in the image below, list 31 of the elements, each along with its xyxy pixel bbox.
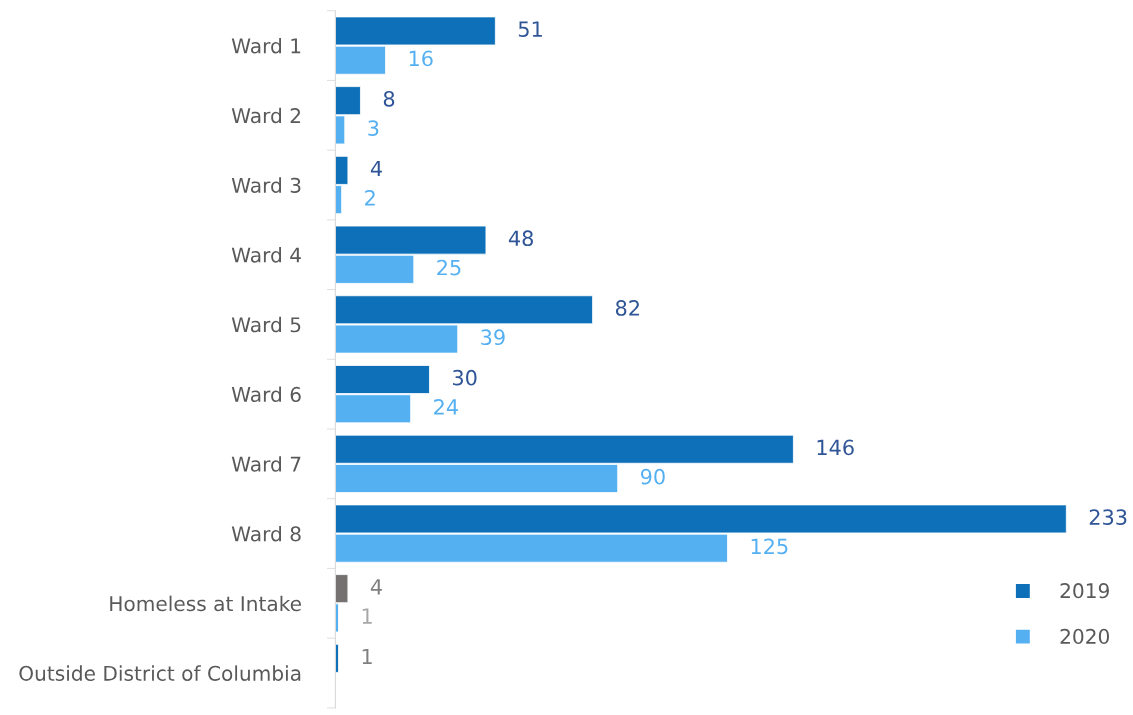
y-tick-label: Ward 3 [231,177,301,193]
data-label: 2 [365,189,375,206]
data-label: 90 [640,468,665,485]
data-label: 25 [437,259,461,276]
data-label: 4 [370,579,382,595]
data-label: 4 [370,160,382,177]
data-label: 48 [508,230,533,247]
data-label: 30 [453,369,477,386]
y-tick-label: Ward 7 [231,456,301,472]
data-label: 16 [409,50,433,67]
y-tick-label: Homeless at Intake [110,595,301,612]
legend-label: 2020 [1060,628,1109,644]
data-label: 82 [615,300,639,316]
y-tick-label: Ward 8 [231,525,301,542]
data-label: 39 [481,329,505,346]
data-label: 1 [362,608,372,624]
legend-label: 2019 [1060,583,1109,599]
y-tick-label: Ward 5 [231,316,301,333]
data-label: 146 [817,439,854,456]
data-label: 125 [751,538,788,555]
y-tick-label: Ward 2 [231,107,301,124]
data-label: 3 [368,120,379,136]
data-label: 1 [362,648,372,665]
y-tick-label: Outside District of Columbia [19,665,301,681]
data-label: 51 [518,21,542,37]
data-label: 233 [1089,509,1127,525]
data-label: 8 [383,90,395,107]
data-label: 24 [434,399,458,415]
y-tick-label: Ward 1 [231,37,301,54]
y-tick-label: Ward 4 [231,247,301,263]
y-tick-label: Ward 6 [231,386,301,403]
